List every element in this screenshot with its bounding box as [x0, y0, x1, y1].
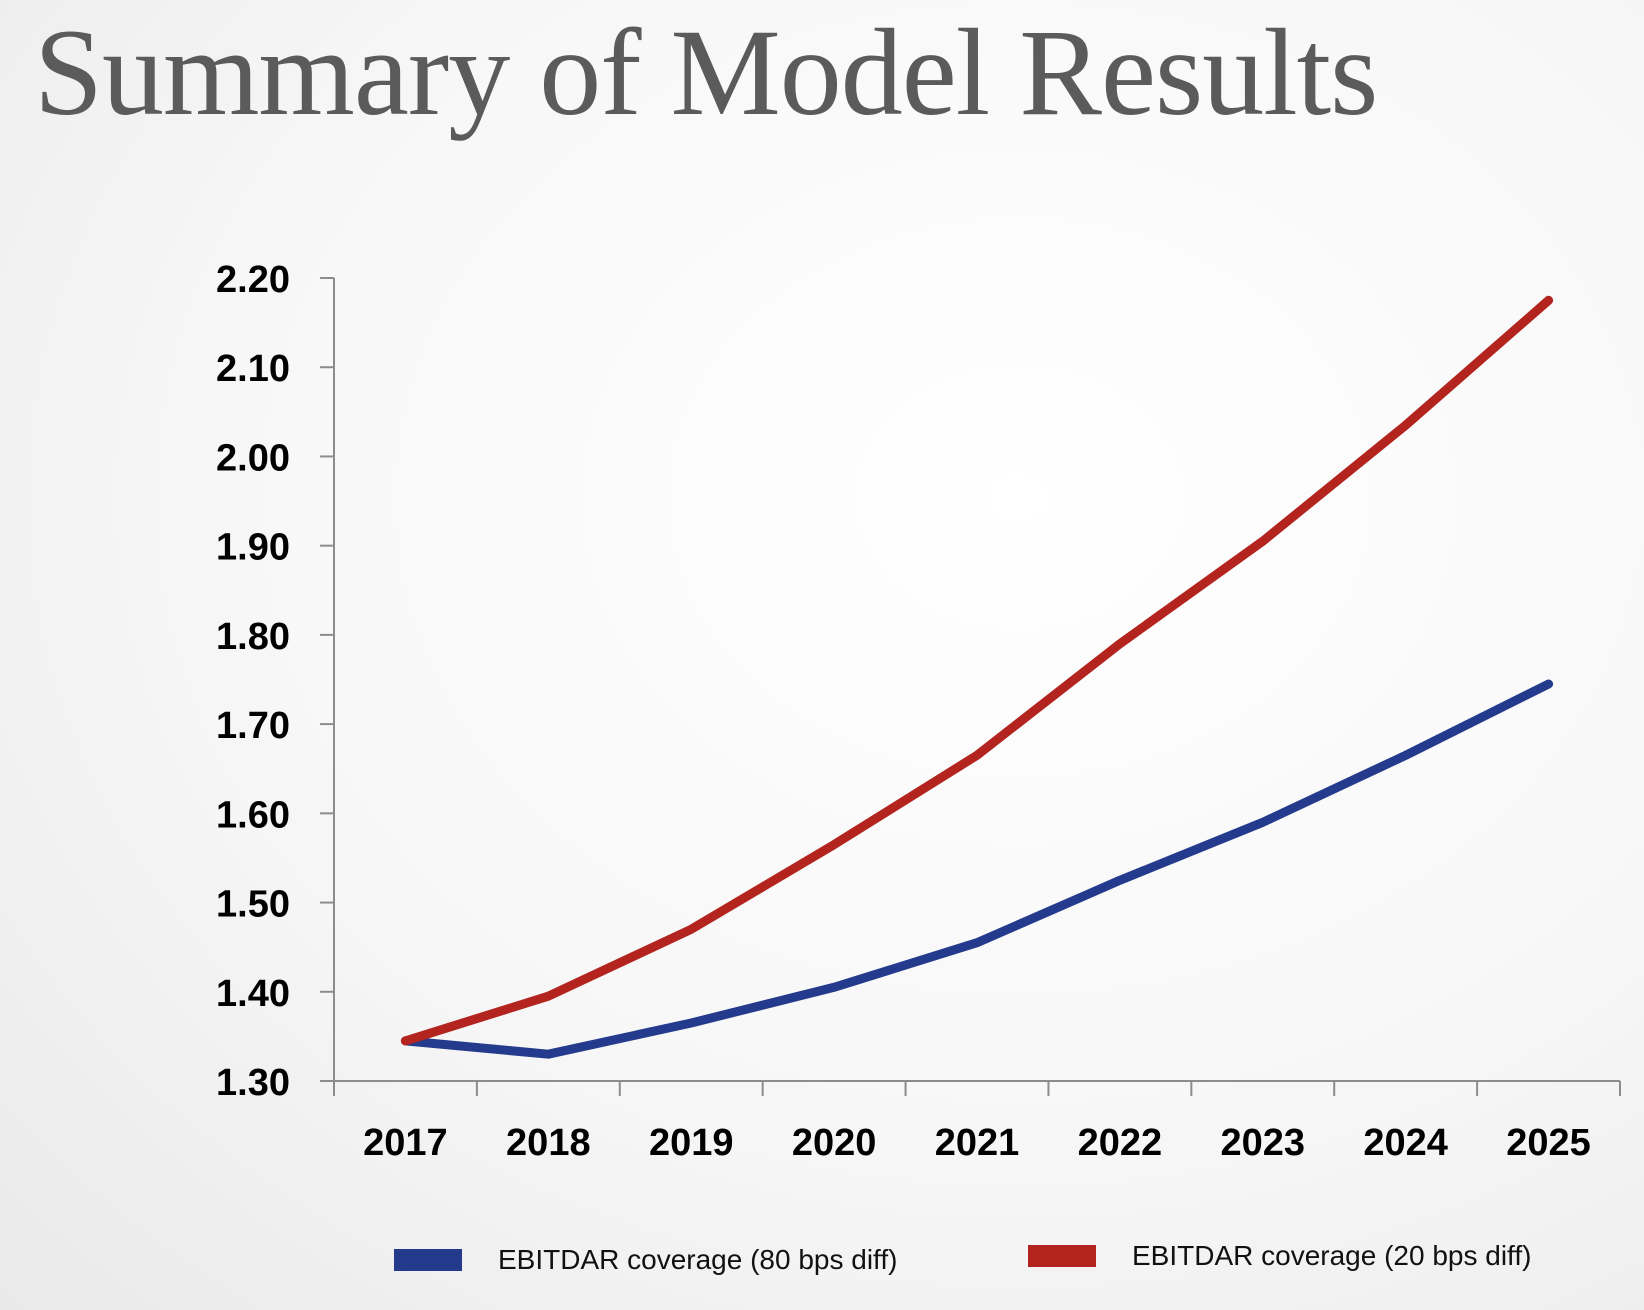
y-tick-label: 1.60 [216, 794, 290, 836]
legend-swatch-80bps [394, 1249, 462, 1271]
y-tick-label: 1.90 [216, 527, 290, 569]
x-axis-ticks: 2017 2018 2019 2020 2021 2022 2023 2024 2025 [333, 1081, 1621, 1164]
legend-item-20bps: EBITDAR coverage (20 bps diff) [1028, 1240, 1531, 1272]
slide-title: Summary of Model Results [34, 4, 1378, 141]
legend-label-20bps: EBITDAR coverage (20 bps diff) [1132, 1240, 1532, 1271]
legend-swatch-20bps [1028, 1245, 1096, 1267]
x-tick-label: 2019 [649, 1122, 734, 1164]
legend-item-80bps: EBITDAR coverage (80 bps diff) [394, 1244, 897, 1276]
x-tick-label: 2017 [363, 1122, 448, 1164]
series-line-80bps [400, 679, 1554, 1059]
y-tick-label: 1.80 [216, 616, 290, 658]
chart-legend: EBITDAR coverage (80 bps diff) EBITDAR c… [0, 1240, 1644, 1290]
x-tick-label: 2024 [1363, 1122, 1448, 1164]
chart-axes [333, 278, 1620, 1082]
y-tick-label: 1.30 [216, 1062, 290, 1104]
y-axis-ticks: 1.30 1.40 1.50 1.60 1.70 1.80 1.90 2.00 2.10 2.20 [216, 259, 334, 1104]
x-tick-label: 2022 [1078, 1122, 1163, 1164]
x-tick-label: 2025 [1506, 1122, 1591, 1164]
x-tick-label: 2020 [792, 1122, 877, 1164]
legend-label-80bps: EBITDAR coverage (80 bps diff) [498, 1244, 898, 1275]
y-tick-label: 1.70 [216, 705, 290, 747]
y-tick-label: 2.10 [216, 348, 290, 390]
x-tick-label: 2023 [1221, 1122, 1306, 1164]
y-tick-label: 2.20 [216, 259, 290, 301]
line-chart: 1.30 1.40 1.50 1.60 1.70 1.80 1.90 2.00 2.10 2.20… [216, 259, 1621, 1164]
y-tick-label: 1.40 [216, 973, 290, 1015]
y-tick-label: 1.50 [216, 884, 290, 926]
x-tick-label: 2018 [506, 1122, 591, 1164]
series-line-20bps [400, 295, 1554, 1046]
x-tick-label: 2021 [935, 1122, 1020, 1164]
series-lines [400, 295, 1554, 1059]
y-tick-label: 2.00 [216, 437, 290, 479]
